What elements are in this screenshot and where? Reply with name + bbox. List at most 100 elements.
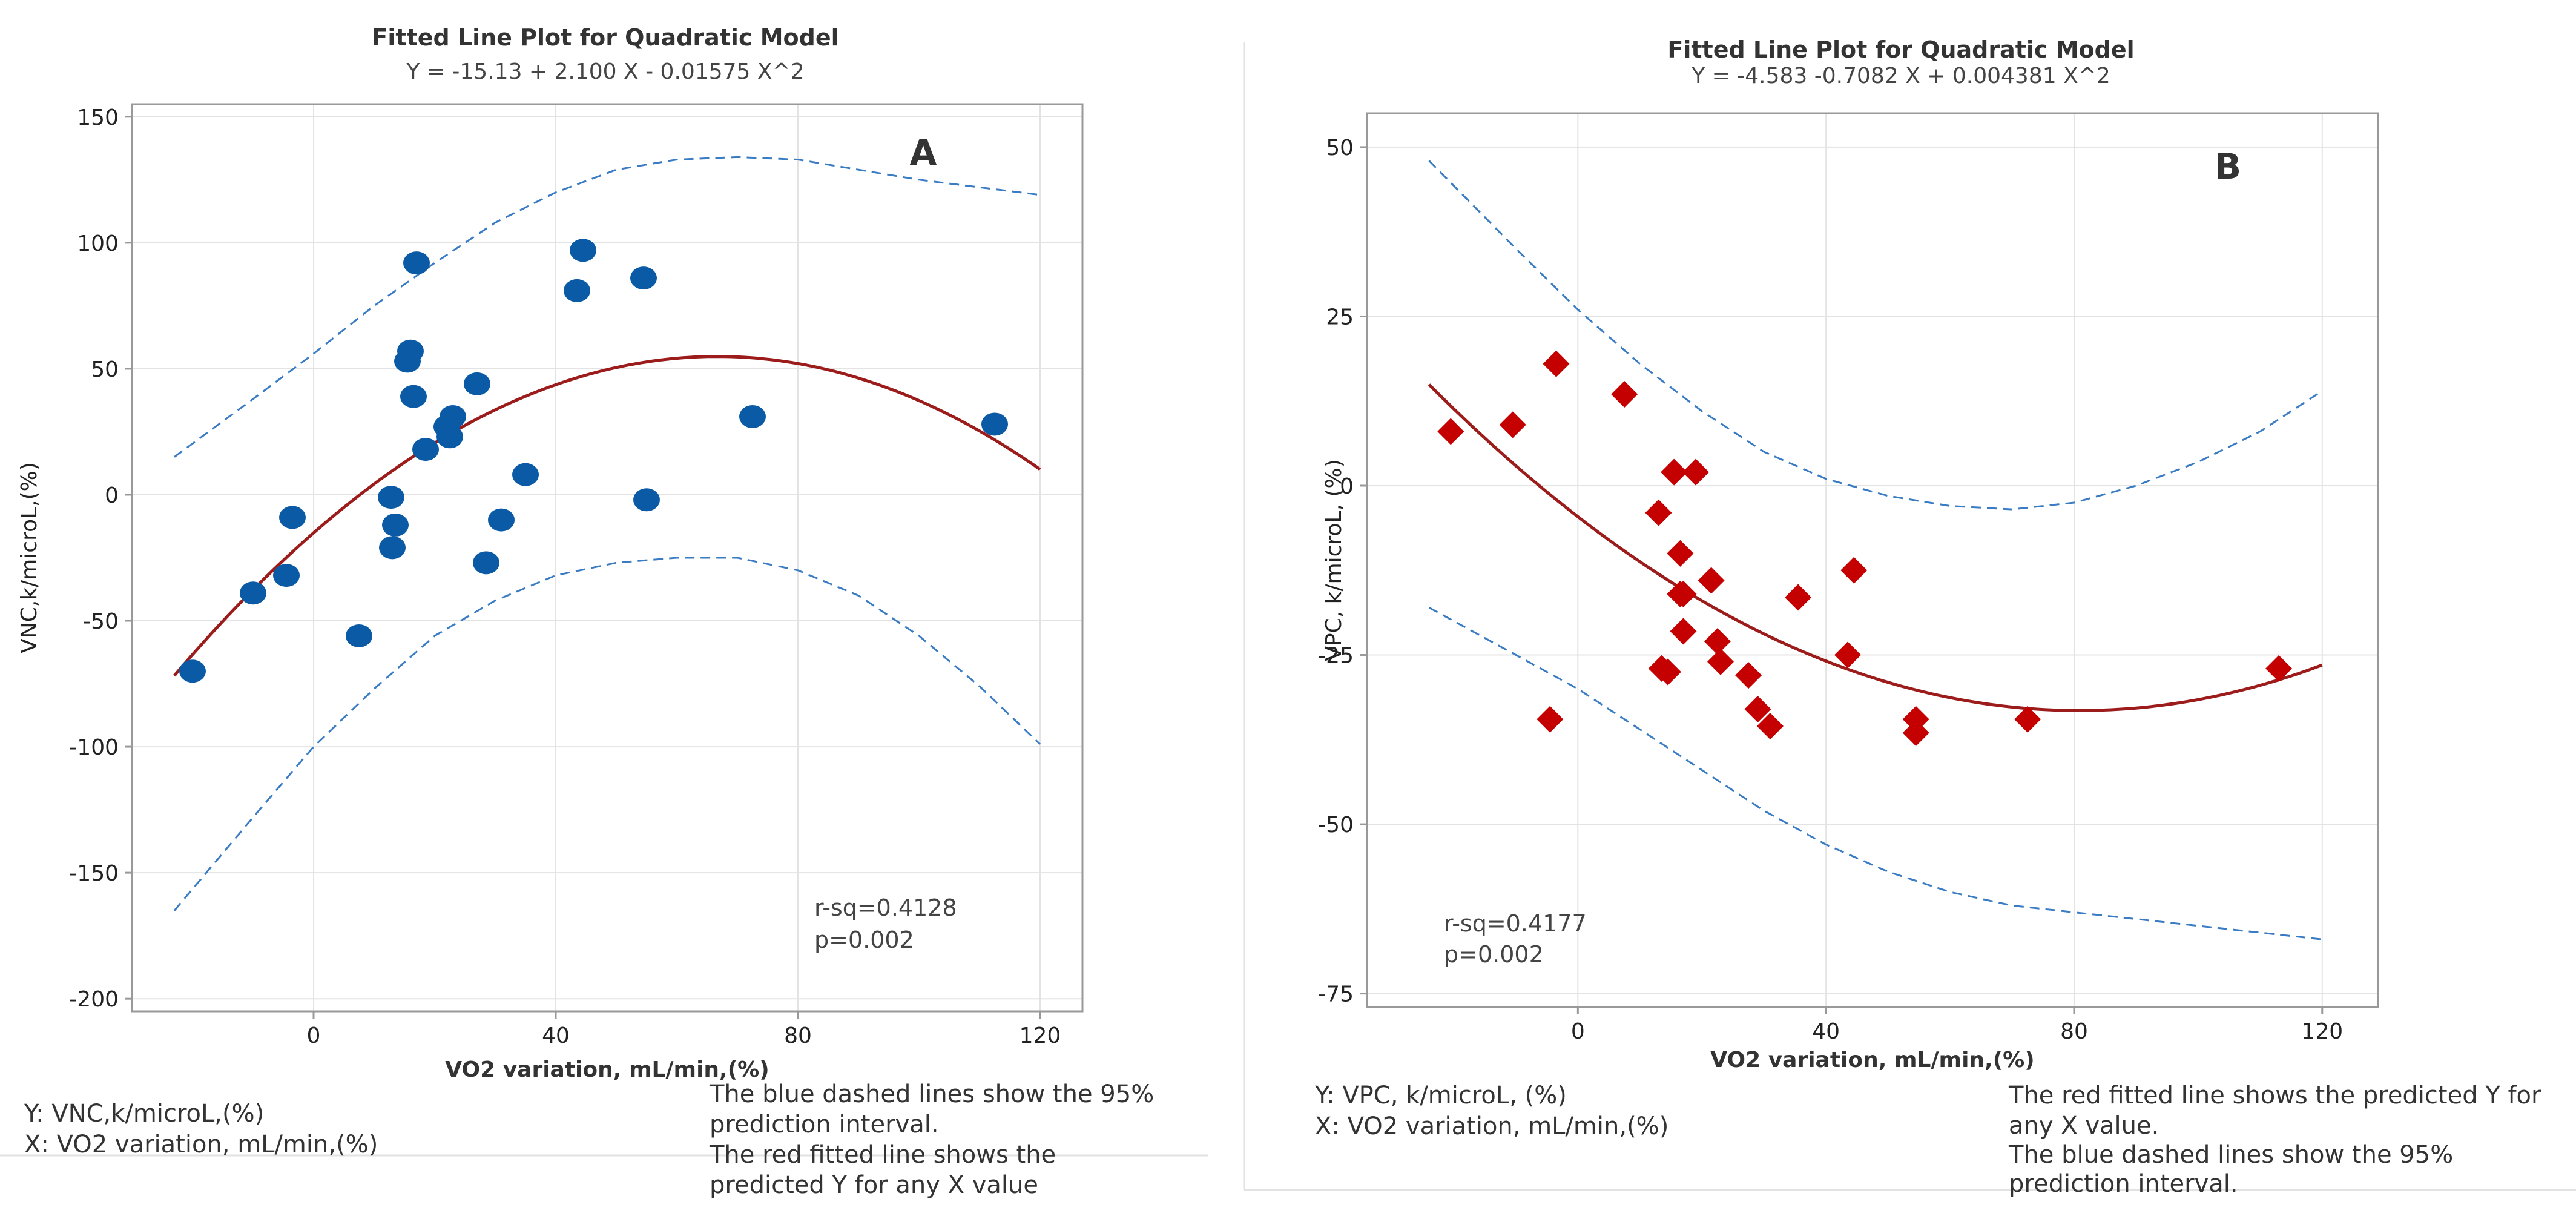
y-tick-label: 0 — [1340, 474, 1354, 499]
data-point — [240, 581, 266, 605]
y-tick-label: 50 — [1326, 136, 1354, 160]
x-tick-label: 40 — [1812, 1019, 1840, 1044]
data-point — [273, 564, 300, 587]
chart-title: Fitted Line Plot for Quadratic Model — [1667, 36, 2134, 63]
p-value-label: p=0.002 — [814, 927, 914, 953]
y-tick-label: -75 — [1318, 982, 1354, 1007]
data-point — [2014, 706, 2041, 733]
r-squared-label: r-sq=0.4128 — [814, 894, 957, 921]
data-point — [1682, 458, 1710, 486]
data-point — [630, 266, 657, 290]
data-point — [1543, 350, 1570, 377]
y-tick-label: 150 — [77, 105, 119, 130]
y-tick-label: -150 — [69, 861, 119, 886]
plot-frame — [1366, 112, 2379, 1008]
data-point — [488, 508, 515, 532]
explanation-note: The blue dashed lines show the 95% — [2008, 1141, 2453, 1169]
y-tick-label: -25 — [1318, 644, 1354, 669]
data-point — [464, 372, 490, 395]
chart-equation: Y = -4.583 -0.7082 X + 0.004381 X^2 — [1691, 64, 2110, 88]
explanation-note: The red fitted line shows the — [709, 1141, 1056, 1169]
chart-a: Fitted Line Plot for Quadratic Model Y = … — [17, 24, 1154, 1199]
data-points — [1437, 350, 2293, 747]
explanation-note: The blue dashed lines show the 95% — [709, 1080, 1154, 1108]
data-point — [397, 339, 424, 363]
y-variable-note: Y: VNC,k/microL,(%) — [24, 1100, 264, 1128]
prediction-interval-lower — [173, 557, 1041, 911]
data-point — [412, 438, 439, 461]
explanation-note: any X value. — [2009, 1112, 2159, 1140]
x-tick-label: 0 — [1571, 1019, 1585, 1044]
data-point — [1661, 458, 1688, 486]
data-point — [403, 251, 430, 275]
p-value-label: p=0.002 — [1444, 941, 1544, 968]
y-variable-note: Y: VPC, k/microL, (%) — [1314, 1082, 1567, 1109]
y-tick-label: 100 — [77, 231, 119, 256]
data-point — [633, 488, 660, 512]
data-point — [1537, 706, 1564, 733]
data-point — [981, 412, 1008, 436]
data-point — [1834, 641, 1862, 669]
explanation-note: predicted Y for any X value — [710, 1171, 1038, 1199]
y-tick-label: 25 — [1326, 305, 1354, 329]
data-point — [382, 513, 409, 537]
data-point — [1902, 706, 1929, 733]
x-axis-label: VO2 variation, mL/min,(%) — [1710, 1048, 2034, 1073]
y-tick-label: -100 — [69, 735, 119, 760]
data-point — [2265, 655, 2293, 682]
data-point — [739, 405, 766, 428]
prediction-interval-upper — [1428, 160, 2323, 511]
data-point — [512, 463, 539, 486]
data-point — [1756, 712, 1784, 739]
chart-title: Fitted Line Plot for Quadratic Model — [372, 24, 838, 51]
chart-equation: Y = -15.13 + 2.100 X - 0.01575 X^2 — [406, 59, 804, 84]
data-point — [1670, 580, 1697, 607]
explanation-note: prediction interval. — [2009, 1170, 2238, 1198]
x-variable-note: X: VO2 variation, mL/min,(%) — [24, 1131, 378, 1158]
explanation-note: The red fitted line shows the predicted … — [2008, 1082, 2541, 1109]
data-point — [1667, 540, 1694, 567]
panel-label: B — [2215, 146, 2241, 187]
data-point — [1645, 499, 1672, 526]
data-point — [378, 486, 404, 509]
fitted-line — [173, 355, 1041, 677]
prediction-interval-upper — [174, 156, 1041, 458]
y-tick-label: -200 — [69, 987, 119, 1012]
data-point — [179, 659, 206, 683]
data-point — [1437, 418, 1464, 445]
data-point — [1611, 381, 1638, 408]
gridlines — [132, 104, 1082, 1011]
data-point — [1654, 658, 1681, 686]
y-tick-label: 0 — [105, 483, 119, 508]
y-tick-label: 50 — [91, 357, 119, 382]
x-tick-label: 0 — [307, 1023, 321, 1048]
data-points — [179, 239, 1008, 683]
r-squared-label: r-sq=0.4177 — [1444, 910, 1587, 937]
x-tick-label: 80 — [2060, 1019, 2088, 1044]
x-tick-label: 120 — [1020, 1023, 1061, 1048]
data-point — [473, 551, 499, 575]
y-axis-label: VPC, k/microL, (%) — [1322, 459, 1346, 661]
data-point — [400, 385, 427, 408]
data-point — [279, 506, 306, 529]
data-point — [440, 405, 466, 428]
data-point — [1707, 648, 1734, 675]
data-point — [1902, 719, 1929, 747]
data-point — [1785, 584, 1812, 611]
prediction-interval-lower — [1428, 606, 2322, 940]
x-tick-label: 80 — [784, 1023, 812, 1048]
explanation-note: prediction interval. — [710, 1111, 939, 1139]
data-point — [1840, 557, 1868, 584]
data-point — [1704, 628, 1731, 655]
data-point — [346, 624, 372, 647]
data-point — [1499, 411, 1526, 438]
x-axis-label: VO2 variation, mL/min,(%) — [445, 1057, 769, 1082]
data-point — [1698, 567, 1725, 594]
plot-frame — [131, 103, 1084, 1013]
y-tick-label: -50 — [83, 609, 119, 634]
data-point — [436, 425, 463, 449]
x-tick-label: 120 — [2301, 1019, 2343, 1044]
x-tick-label: 40 — [542, 1023, 570, 1048]
y-axis-label: VNC,k/microL,(%) — [17, 462, 42, 653]
